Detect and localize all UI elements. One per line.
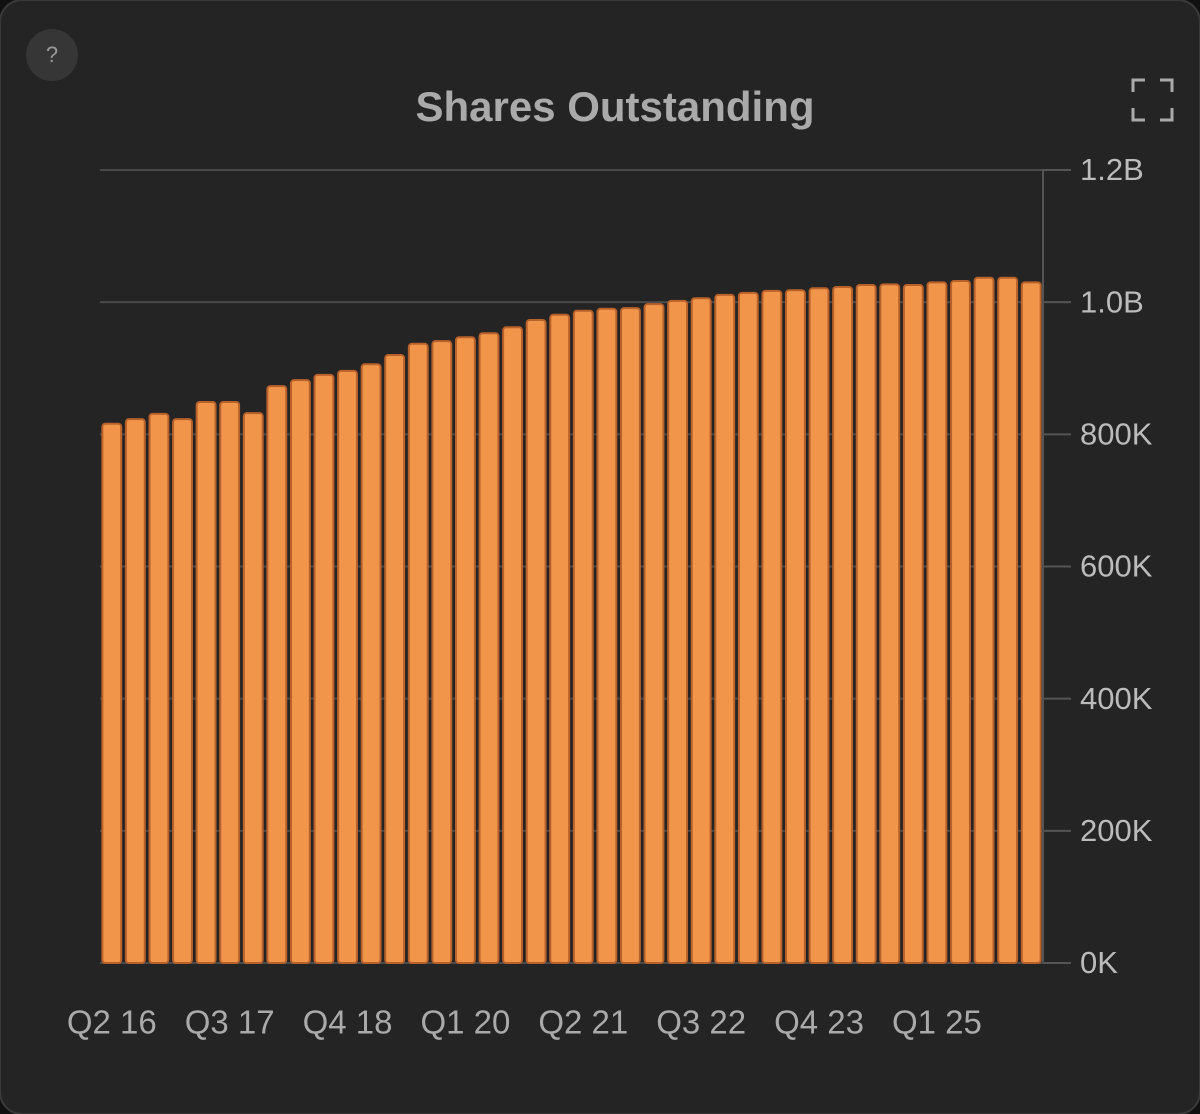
bar (407, 342, 429, 964)
y-tick-label: 400K (1080, 681, 1153, 716)
y-tick-label: 200K (1080, 813, 1153, 848)
bar (478, 332, 500, 964)
x-tick-label: Q4 18 (303, 1004, 393, 1041)
bar (620, 307, 641, 964)
bar (454, 336, 476, 964)
bar (525, 319, 547, 964)
bar (926, 281, 948, 964)
x-tick-label: Q1 25 (892, 1004, 982, 1041)
bar (124, 418, 146, 964)
bar (879, 283, 901, 964)
bar (808, 287, 830, 964)
x-tick-label: Q1 20 (420, 1004, 510, 1041)
bar (950, 280, 971, 964)
bar (785, 289, 806, 964)
x-tick-label: Q4 23 (774, 1004, 864, 1041)
bar (172, 418, 193, 964)
x-tick-label: Q2 16 (67, 1004, 157, 1041)
bar (242, 412, 264, 965)
help-button[interactable] (26, 29, 78, 81)
bar (997, 276, 1019, 964)
bar (313, 373, 335, 964)
y-tick-label: 1.2B (1080, 152, 1144, 187)
bar (832, 285, 854, 964)
bar (266, 385, 288, 964)
bar (902, 283, 924, 964)
y-tick-label: 0K (1080, 945, 1118, 980)
bar (431, 340, 453, 964)
bar (148, 412, 170, 965)
y-tick-label: 800K (1080, 417, 1153, 452)
help-label: ? (46, 42, 58, 67)
x-tick-label: Q3 17 (185, 1004, 275, 1041)
bar (219, 400, 241, 964)
bar (549, 313, 571, 965)
y-tick-label: 1.0B (1080, 284, 1144, 319)
bar (596, 307, 618, 964)
bar (502, 326, 523, 964)
y-tick-label: 600K (1080, 549, 1153, 584)
bar (572, 309, 594, 964)
chart-title: Shares Outstanding (415, 83, 814, 130)
bar (384, 354, 406, 964)
bar (667, 299, 689, 965)
bar (973, 276, 995, 964)
bar (195, 400, 217, 964)
bar (761, 289, 783, 964)
bar (1020, 281, 1042, 964)
bar (289, 379, 311, 964)
x-tick-label: Q3 22 (656, 1004, 746, 1041)
bar (737, 291, 759, 965)
bar (855, 283, 877, 964)
bar (360, 363, 382, 965)
bar (101, 422, 123, 964)
bar (714, 293, 736, 964)
x-tick-label: Q2 21 (538, 1004, 628, 1041)
bar (690, 297, 712, 964)
bar (643, 303, 665, 964)
fullscreen-icon[interactable] (1131, 78, 1174, 122)
bar (337, 369, 358, 965)
